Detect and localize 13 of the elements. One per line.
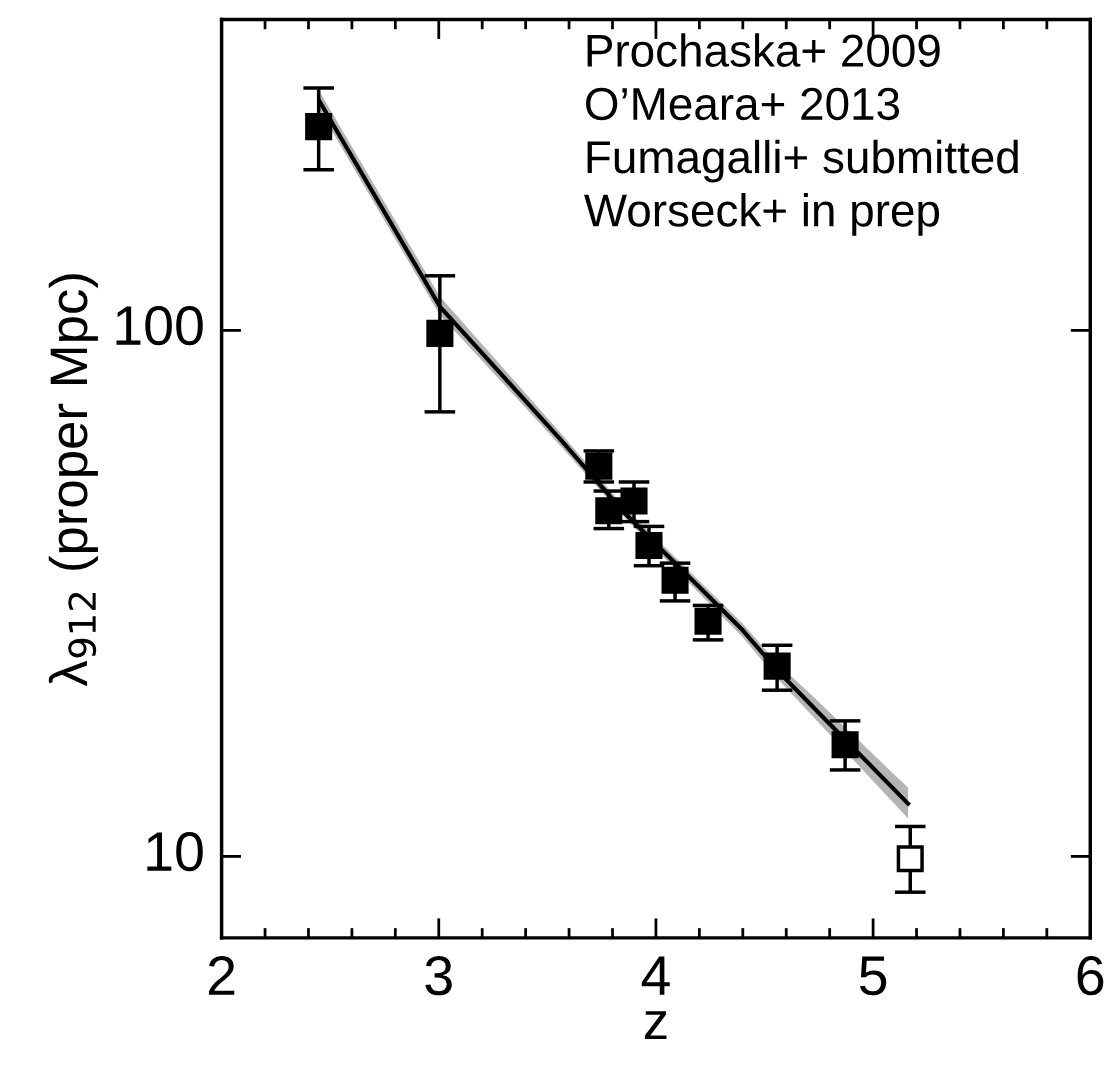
y-tick-label: 10 xyxy=(147,831,203,872)
x-tick-label: 2 xyxy=(208,956,235,995)
annotation: Fumagalli+ submitted xyxy=(587,139,1018,183)
x-tick-label: 6 xyxy=(1077,956,1104,996)
x-tick-label: 3 xyxy=(425,956,452,996)
annotation: O’Meara+ 2013 xyxy=(586,87,900,121)
annotation: Prochaska+ 2009 xyxy=(587,33,940,67)
annotation: Worseck+ in prep xyxy=(584,193,940,236)
x-tick-label: 4 xyxy=(641,956,670,995)
y-axis-title: λ$_{912}$ (proper Mpc) xyxy=(48,274,98,687)
y-tick-label: 100 xyxy=(116,305,203,346)
x-axis-title: z xyxy=(644,1011,667,1040)
x-tick-label: 5 xyxy=(859,956,887,996)
